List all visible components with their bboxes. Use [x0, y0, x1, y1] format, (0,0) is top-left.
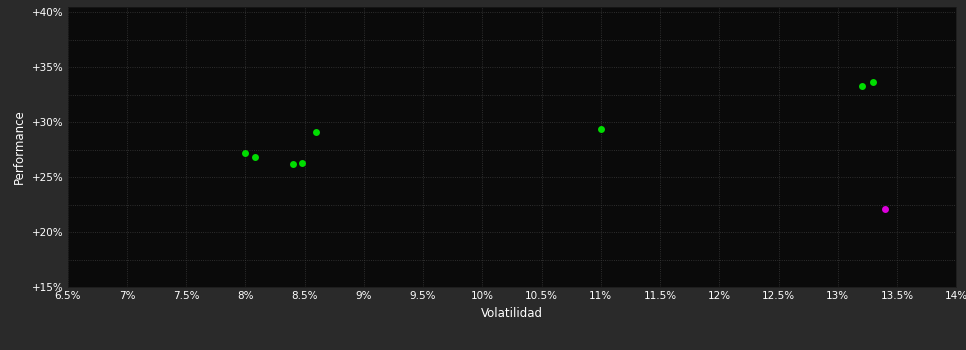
Y-axis label: Performance: Performance — [14, 110, 26, 184]
Point — [593, 126, 609, 132]
Point — [877, 206, 893, 212]
Point — [247, 155, 263, 160]
Point — [854, 83, 869, 89]
Point — [285, 161, 300, 167]
Point — [866, 79, 881, 84]
Point — [309, 130, 325, 135]
Point — [295, 160, 310, 166]
X-axis label: Volatilidad: Volatilidad — [481, 307, 543, 320]
Point — [238, 150, 253, 156]
